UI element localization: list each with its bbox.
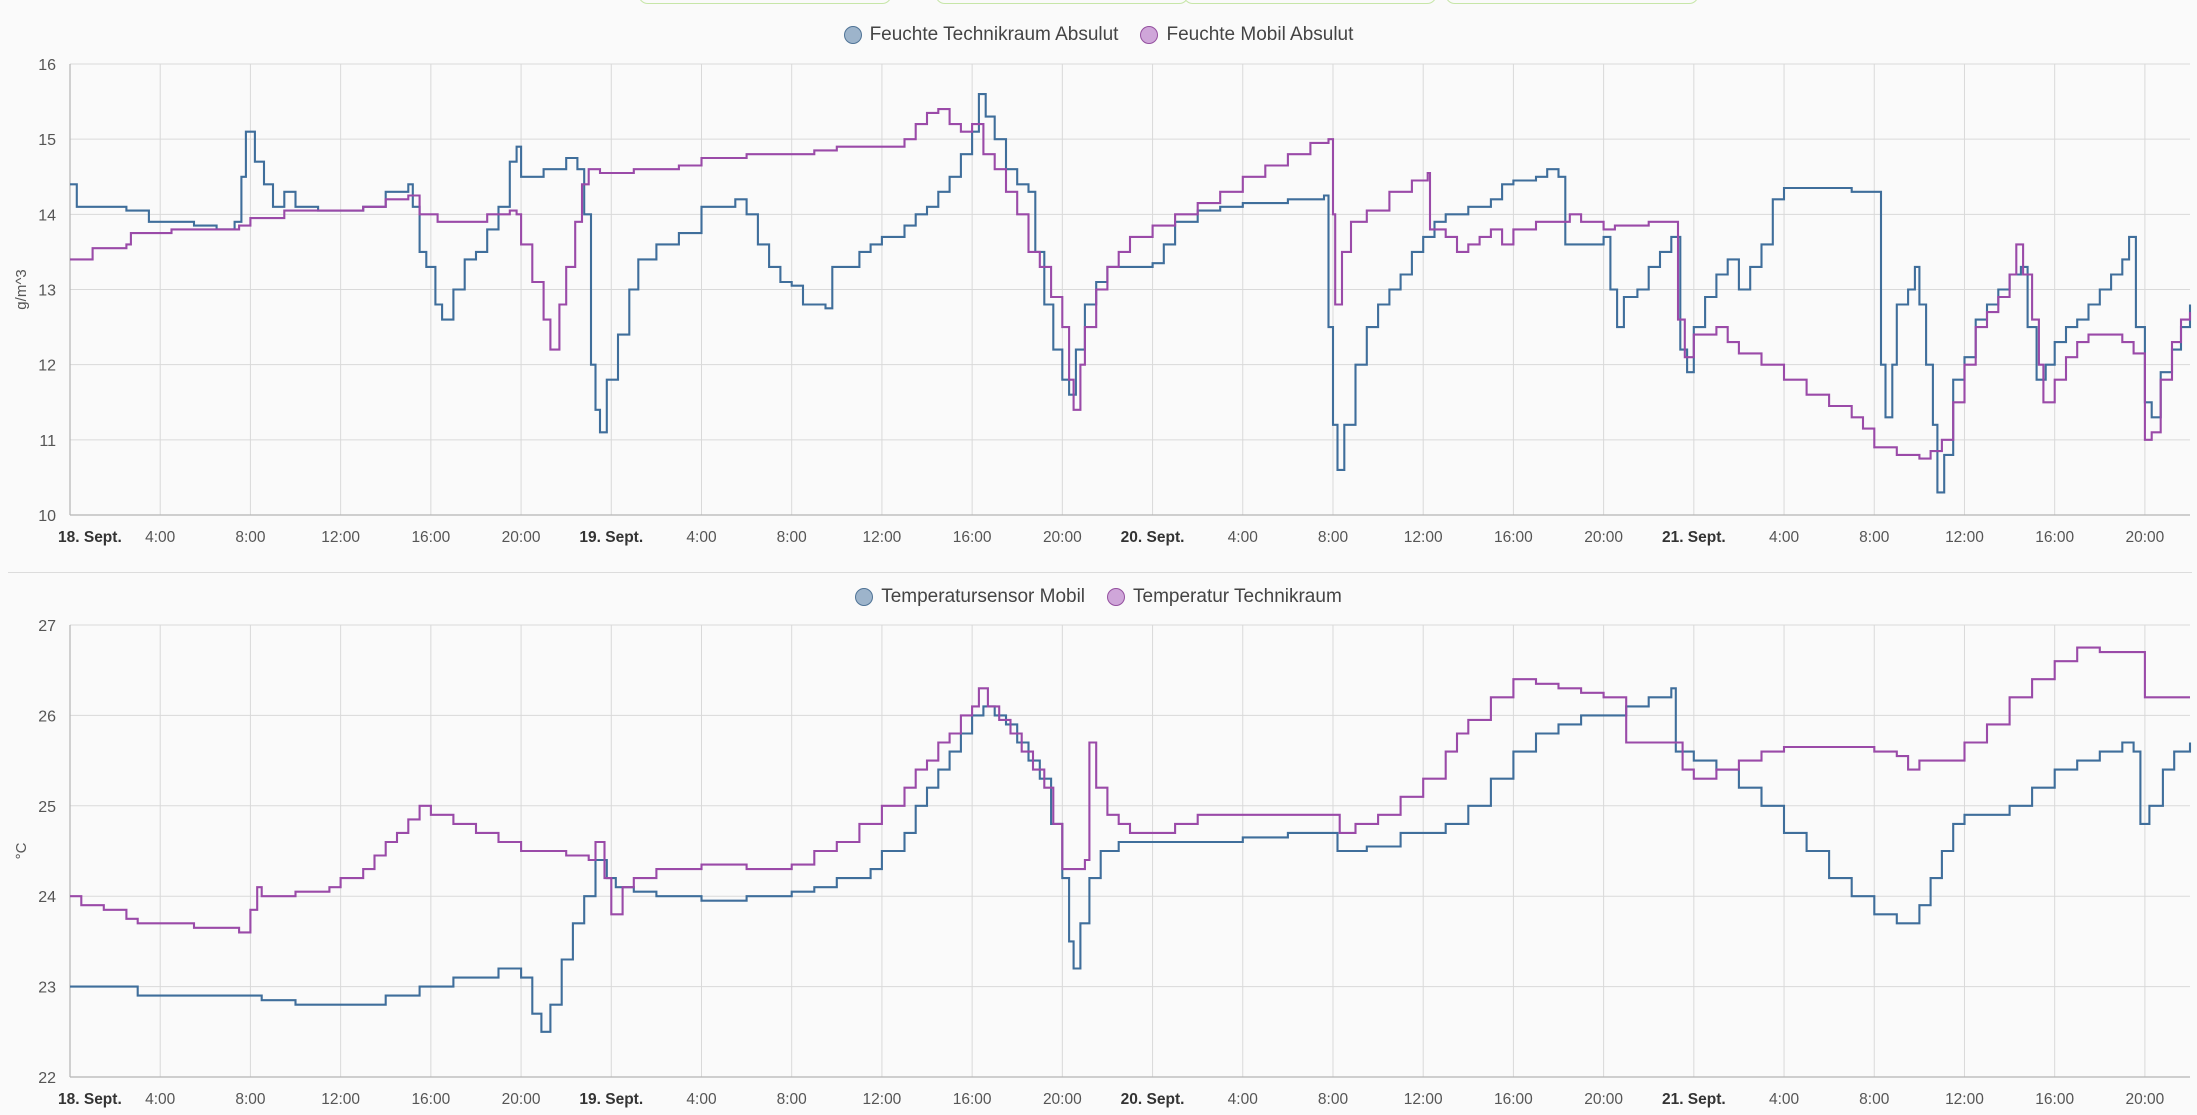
x-tick-label: 16:00 xyxy=(411,529,450,546)
x-tick-label: 16:00 xyxy=(2035,1091,2074,1108)
y-tick-label: 25 xyxy=(38,799,56,816)
x-tick-label: 8:00 xyxy=(1859,529,1890,546)
x-tick-label: 8:00 xyxy=(1318,529,1349,546)
x-tick-label: 4:00 xyxy=(1769,529,1800,546)
x-tick-label: 8:00 xyxy=(235,1091,266,1108)
y-tick-label: 15 xyxy=(38,132,56,149)
x-tick-label: 21. Sept. xyxy=(1662,1091,1726,1108)
x-tick-label: 12:00 xyxy=(321,529,360,546)
series-line-purple xyxy=(70,108,2192,460)
legend-item-feuchte-mobil[interactable]: Feuchte Mobil Absulut xyxy=(1140,24,1353,46)
y-tick-label: 27 xyxy=(38,618,56,635)
legend-item-temperatur-technikraum[interactable]: Temperatur Technikraum xyxy=(1107,586,1342,608)
x-tick-label: 16:00 xyxy=(411,1091,450,1108)
legend-label: Feuchte Mobil Absulut xyxy=(1166,24,1354,45)
x-tick-label: 20:00 xyxy=(1584,1091,1623,1108)
x-tick-label: 19. Sept. xyxy=(579,1091,643,1108)
x-tick-label: 12:00 xyxy=(863,529,902,546)
x-tick-label: 4:00 xyxy=(1228,1091,1259,1108)
y-tick-label: 11 xyxy=(39,433,56,450)
legend-item-temperatursensor-mobil[interactable]: Temperatursensor Mobil xyxy=(855,586,1085,608)
x-tick-label: 20:00 xyxy=(1043,529,1082,546)
y-tick-label: 12 xyxy=(38,358,56,375)
x-tick-label: 20. Sept. xyxy=(1121,529,1185,546)
x-tick-label: 20:00 xyxy=(1043,1091,1082,1108)
y-axis-title: °C xyxy=(13,842,30,859)
series-line-purple xyxy=(70,646,2190,934)
x-tick-label: 21. Sept. xyxy=(1662,529,1726,546)
x-tick-label: 20:00 xyxy=(502,529,541,546)
x-tick-label: 18. Sept. xyxy=(58,529,122,546)
x-tick-label: 8:00 xyxy=(1318,1091,1349,1108)
legend-temperature: Temperatursensor Mobil Temperatur Techni… xyxy=(0,582,2197,612)
legend-label: Temperatur Technikraum xyxy=(1133,586,1342,607)
x-tick-label: 4:00 xyxy=(686,1091,717,1108)
y-tick-label: 14 xyxy=(38,207,56,224)
x-tick-label: 4:00 xyxy=(686,529,717,546)
legend-swatch-blue-icon xyxy=(843,26,862,44)
x-tick-label: 19. Sept. xyxy=(579,529,643,546)
y-tick-label: 13 xyxy=(38,283,56,300)
x-tick-label: 8:00 xyxy=(777,529,808,546)
x-tick-label: 18. Sept. xyxy=(58,1091,122,1108)
x-tick-label: 20:00 xyxy=(1584,529,1623,546)
x-tick-label: 12:00 xyxy=(1945,529,1984,546)
x-tick-label: 12:00 xyxy=(321,1091,360,1108)
x-tick-label: 16:00 xyxy=(1494,529,1533,546)
y-axis-title: g/m^3 xyxy=(13,269,30,309)
x-tick-label: 20:00 xyxy=(2125,1091,2164,1108)
x-tick-label: 20. Sept. xyxy=(1121,1091,1185,1108)
x-tick-label: 20:00 xyxy=(2125,529,2164,546)
x-tick-label: 12:00 xyxy=(1404,529,1443,546)
x-tick-label: 12:00 xyxy=(1945,1091,1984,1108)
y-tick-label: 23 xyxy=(38,980,56,997)
legend-swatch-purple-icon xyxy=(1107,588,1126,606)
x-tick-label: 4:00 xyxy=(145,1091,176,1108)
humidity-chart: 10 11 12 13 14 15 16 18. Sept. 4:00 8:00 12:00 16:0… xyxy=(13,57,2192,546)
y-tick-label: 16 xyxy=(38,57,56,74)
x-tick-label: 16:00 xyxy=(2035,529,2074,546)
series-line-blue xyxy=(70,93,2192,494)
y-tick-label: 10 xyxy=(38,508,56,525)
legend-label: Temperatursensor Mobil xyxy=(881,586,1086,607)
x-tick-label: 4:00 xyxy=(1769,1091,1800,1108)
x-tick-label: 20:00 xyxy=(502,1091,541,1108)
y-tick-label: 24 xyxy=(38,889,56,906)
x-tick-label: 16:00 xyxy=(953,1091,992,1108)
x-tick-label: 16:00 xyxy=(953,529,992,546)
legend-label: Feuchte Technikraum Absulut xyxy=(869,24,1119,45)
y-tick-label: 26 xyxy=(38,708,56,725)
x-tick-label: 8:00 xyxy=(235,529,266,546)
chart-divider xyxy=(8,572,2192,573)
legend-humidity: Feuchte Technikraum Absulut Feuchte Mobi… xyxy=(0,20,2197,50)
x-tick-label: 4:00 xyxy=(145,529,176,546)
series-line-blue xyxy=(70,687,2192,1033)
legend-swatch-purple-icon xyxy=(1140,26,1159,44)
x-tick-label: 8:00 xyxy=(777,1091,808,1108)
x-tick-label: 4:00 xyxy=(1228,529,1259,546)
legend-swatch-blue-icon xyxy=(855,588,874,606)
y-tick-label: 22 xyxy=(38,1070,56,1087)
x-tick-label: 12:00 xyxy=(863,1091,902,1108)
x-tick-label: 16:00 xyxy=(1494,1091,1533,1108)
x-tick-label: 8:00 xyxy=(1859,1091,1890,1108)
x-tick-label: 12:00 xyxy=(1404,1091,1443,1108)
legend-item-feuchte-technikraum[interactable]: Feuchte Technikraum Absulut xyxy=(843,24,1119,46)
